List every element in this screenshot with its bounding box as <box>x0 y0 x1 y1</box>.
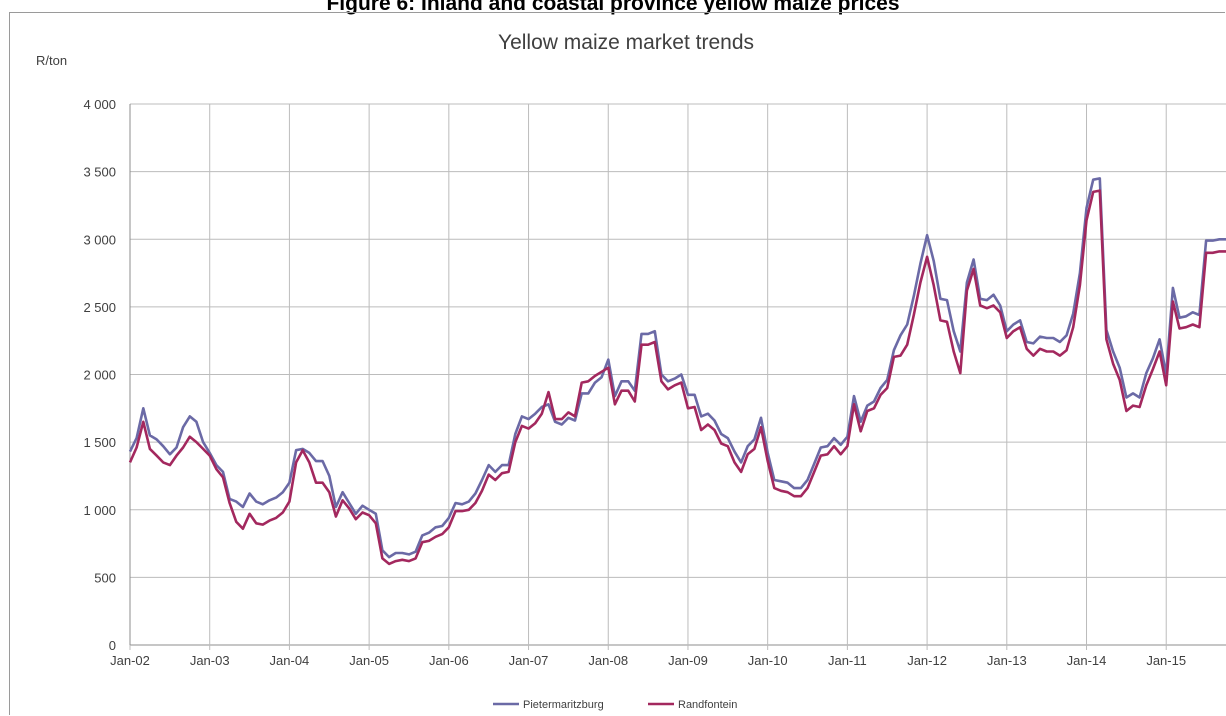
chart-title: Yellow maize market trends <box>498 31 754 54</box>
x-tick-label: Jan-14 <box>1067 653 1107 668</box>
x-tick-label: Jan-15 <box>1146 653 1186 668</box>
x-axis-ticks: Jan-02 Jan-03 Jan-04 Jan-05 Jan-06 Jan-07 Jan-… <box>110 653 1186 668</box>
x-tick-label: Jan-12 <box>907 653 947 668</box>
series-line-pietermaritzburg <box>128 177 1226 559</box>
x-tick-label: Jan-07 <box>509 653 549 668</box>
y-tick-label: 3 000 <box>83 232 116 247</box>
y-tick-label: 1 000 <box>83 503 116 518</box>
x-tick-label: Jan-06 <box>429 653 469 668</box>
y-axis-label: R/ton <box>36 53 67 68</box>
x-tick-label: Jan-03 <box>190 653 230 668</box>
y-tick-label: 0 <box>109 638 116 653</box>
legend: Pietermaritzburg Randfontein <box>493 699 737 711</box>
x-tick-label: Jan-08 <box>588 653 628 668</box>
x-tick-label: Jan-10 <box>748 653 788 668</box>
series-pietermaritzburg <box>128 177 1226 559</box>
y-tick-label: 2 500 <box>83 300 116 315</box>
x-tick-label: Jan-11 <box>828 653 867 668</box>
series-layer <box>128 177 1226 566</box>
y-tick-label: 3 500 <box>83 165 116 180</box>
series-line-randfontein <box>128 189 1226 566</box>
x-tick-label: Jan-05 <box>349 653 389 668</box>
x-tick-label: Jan-04 <box>270 653 310 668</box>
line-chart: Yellow maize market trends R/ton 0 500 1 0… <box>36 31 1226 711</box>
chart-frame: Yellow maize market trends R/ton 0 500 1 0… <box>9 12 1226 715</box>
y-axis-ticks: 0 500 1 000 1 500 2 000 2 500 3 000 3 500 4 000 <box>83 97 116 653</box>
grid-layer <box>129 103 1226 650</box>
legend-label-pietermaritzburg: Pietermaritzburg <box>523 699 604 711</box>
legend-label-randfontein: Randfontein <box>678 699 737 711</box>
y-tick-label: 500 <box>94 570 116 585</box>
series-randfontein <box>128 189 1226 566</box>
y-tick-label: 1 500 <box>83 435 116 450</box>
y-tick-label: 2 000 <box>83 368 116 383</box>
x-tick-label: Jan-09 <box>668 653 708 668</box>
x-tick-label: Jan-02 <box>110 653 150 668</box>
x-tick-label: Jan-13 <box>987 653 1027 668</box>
y-tick-label: 4 000 <box>83 97 116 112</box>
figure-caption: Figure 6: Inland and coastal province ye… <box>326 0 900 15</box>
